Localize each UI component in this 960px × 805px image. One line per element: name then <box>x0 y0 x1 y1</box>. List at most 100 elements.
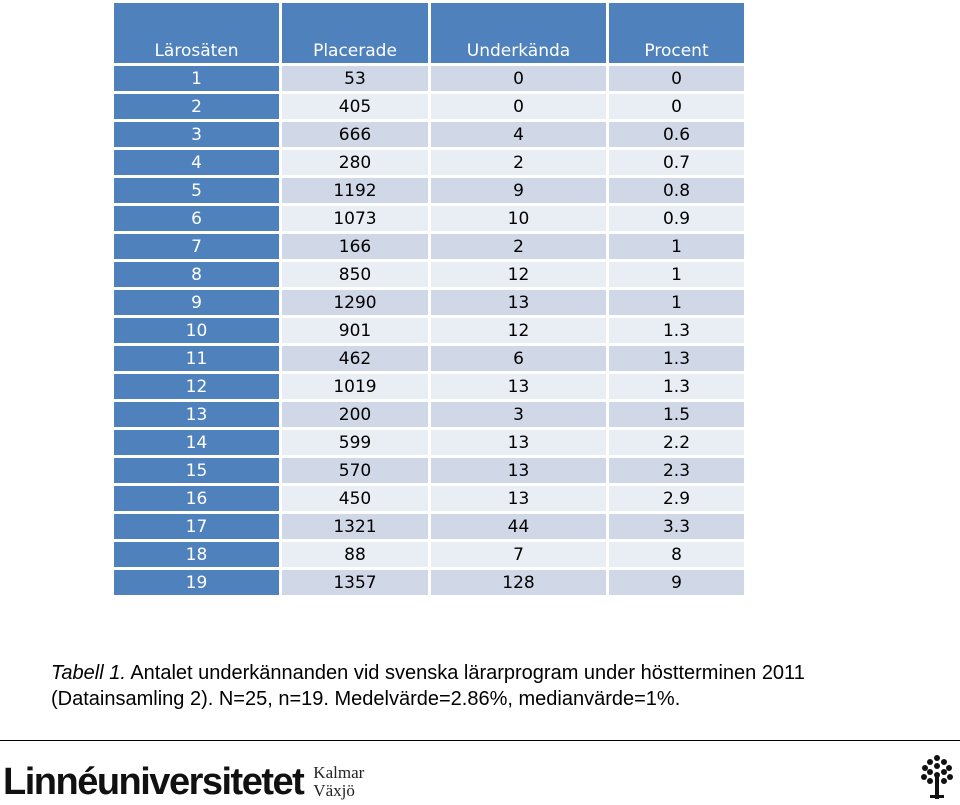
table-row: 6 1073 10 0.9 <box>111 203 747 234</box>
table-row: 19 1357 128 9 <box>111 567 747 598</box>
row-index-cell: 9 <box>111 287 282 318</box>
table-cell: 1 <box>606 259 747 290</box>
table-cell: 13 <box>428 483 609 514</box>
table-row: 14 599 13 2.2 <box>111 427 747 458</box>
table-body: 1 53 0 0 2 405 0 0 3 666 4 0.6 4 280 2 0.7 5 1192 9 0.8 6 107… <box>111 63 747 598</box>
row-index-cell: 2 <box>111 91 282 122</box>
table-cell: 1192 <box>279 175 431 206</box>
table-cell: 405 <box>279 91 431 122</box>
table-row: 5 1192 9 0.8 <box>111 175 747 206</box>
table-cell: 2.2 <box>606 427 747 458</box>
table-cell: 10 <box>428 203 609 234</box>
table-cell: 13 <box>428 455 609 486</box>
table-cell: 450 <box>279 483 431 514</box>
table-cell: 2 <box>428 231 609 262</box>
table-cell: 13 <box>428 371 609 402</box>
row-index-cell: 18 <box>111 539 282 570</box>
row-index-cell: 14 <box>111 427 282 458</box>
row-index-cell: 11 <box>111 343 282 374</box>
table-cell: 1.3 <box>606 371 747 402</box>
table-cell: 0.6 <box>606 119 747 150</box>
table-cell: 53 <box>279 63 431 94</box>
table-row: 12 1019 13 1.3 <box>111 371 747 402</box>
row-index-cell: 17 <box>111 511 282 542</box>
row-index-cell: 8 <box>111 259 282 290</box>
row-index-cell: 1 <box>111 63 282 94</box>
logo-wordmark: Linnéuniversitetet <box>3 761 305 803</box>
table-row: 18 88 7 8 <box>111 539 747 570</box>
column-header: Procent <box>606 0 747 66</box>
row-index-cell: 5 <box>111 175 282 206</box>
table-row: 2 405 0 0 <box>111 91 747 122</box>
table-cell: 1 <box>606 287 747 318</box>
table-cell: 850 <box>279 259 431 290</box>
table-cell: 0 <box>428 63 609 94</box>
column-header: Lärosäten <box>111 0 282 66</box>
table-cell: 3.3 <box>606 511 747 542</box>
table-cell: 128 <box>428 567 609 598</box>
table-cell: 666 <box>279 119 431 150</box>
table-cell: 570 <box>279 455 431 486</box>
row-index-cell: 6 <box>111 203 282 234</box>
table-cell: 2.3 <box>606 455 747 486</box>
table-cell: 1357 <box>279 567 431 598</box>
table-cell: 166 <box>279 231 431 262</box>
footer-divider <box>0 740 960 741</box>
table-row: 10 901 12 1.3 <box>111 315 747 346</box>
row-index-cell: 7 <box>111 231 282 262</box>
row-index-cell: 13 <box>111 399 282 430</box>
table-cell: 6 <box>428 343 609 374</box>
table-cell: 0 <box>606 63 747 94</box>
table-caption: Tabell 1. Antalet underkännanden vid sve… <box>51 660 931 712</box>
table-cell: 1290 <box>279 287 431 318</box>
table-row: 17 1321 44 3.3 <box>111 511 747 542</box>
table-cell: 1.3 <box>606 343 747 374</box>
table-cell: 0.8 <box>606 175 747 206</box>
table-cell: 7 <box>428 539 609 570</box>
table-cell: 1019 <box>279 371 431 402</box>
table-cell: 12 <box>428 259 609 290</box>
table-row: 3 666 4 0.6 <box>111 119 747 150</box>
column-header: Underkända <box>428 0 609 66</box>
table-row: 4 280 2 0.7 <box>111 147 747 178</box>
table-cell: 88 <box>279 539 431 570</box>
caption-label: Tabell 1. <box>51 662 126 684</box>
row-index-cell: 16 <box>111 483 282 514</box>
table-cell: 13 <box>428 427 609 458</box>
table-row: 15 570 13 2.3 <box>111 455 747 486</box>
row-index-cell: 12 <box>111 371 282 402</box>
table-cell: 599 <box>279 427 431 458</box>
table-cell: 12 <box>428 315 609 346</box>
logo-cities: Kalmar Växjö <box>313 764 364 800</box>
table-row: 11 462 6 1.3 <box>111 343 747 374</box>
table-cell: 200 <box>279 399 431 430</box>
university-logo: Linnéuniversitetet Kalmar Växjö <box>3 760 364 804</box>
table-cell: 1 <box>606 231 747 262</box>
row-index-cell: 3 <box>111 119 282 150</box>
table-cell: 2.9 <box>606 483 747 514</box>
table-cell: 0.9 <box>606 203 747 234</box>
table-cell: 2 <box>428 147 609 178</box>
row-index-cell: 4 <box>111 147 282 178</box>
table-cell: 4 <box>428 119 609 150</box>
table-cell: 0 <box>428 91 609 122</box>
table-row: 9 1290 13 1 <box>111 287 747 318</box>
table-cell: 901 <box>279 315 431 346</box>
table-cell: 1073 <box>279 203 431 234</box>
column-header: Placerade <box>279 0 431 66</box>
table-cell: 0 <box>606 91 747 122</box>
table-cell: 280 <box>279 147 431 178</box>
table-cell: 3 <box>428 399 609 430</box>
table-row: 16 450 13 2.9 <box>111 483 747 514</box>
table-cell: 1321 <box>279 511 431 542</box>
table-row: 7 166 2 1 <box>111 231 747 262</box>
table-cell: 9 <box>428 175 609 206</box>
table-cell: 13 <box>428 287 609 318</box>
table-cell: 1.3 <box>606 315 747 346</box>
table-cell: 8 <box>606 539 747 570</box>
table-cell: 1.5 <box>606 399 747 430</box>
row-index-cell: 15 <box>111 455 282 486</box>
table-row: 13 200 3 1.5 <box>111 399 747 430</box>
row-index-cell: 10 <box>111 315 282 346</box>
caption-text: Antalet underkännanden vid svenska lärar… <box>51 662 805 710</box>
